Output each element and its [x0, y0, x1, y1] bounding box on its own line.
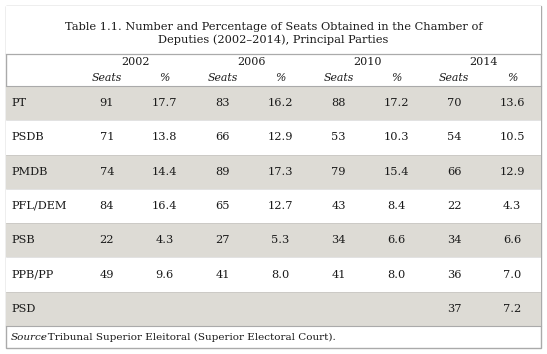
Text: %: %	[391, 73, 401, 83]
Text: 5.3: 5.3	[271, 235, 290, 245]
Text: PSD: PSD	[11, 304, 36, 314]
Text: 8.4: 8.4	[387, 201, 405, 211]
Text: 49: 49	[100, 270, 114, 280]
Text: 4.3: 4.3	[503, 201, 521, 211]
Text: 13.6: 13.6	[499, 98, 525, 108]
Text: 2002: 2002	[121, 57, 150, 67]
Text: 66: 66	[447, 167, 462, 177]
Text: %: %	[160, 73, 170, 83]
Text: 14.4: 14.4	[152, 167, 178, 177]
Text: 12.7: 12.7	[268, 201, 293, 211]
Text: 88: 88	[331, 98, 346, 108]
Text: 41: 41	[331, 270, 346, 280]
Text: PPB/PP: PPB/PP	[11, 270, 53, 280]
Text: 2006: 2006	[237, 57, 266, 67]
Text: 41: 41	[216, 270, 230, 280]
Text: %: %	[275, 73, 286, 83]
Text: 2010: 2010	[353, 57, 382, 67]
Text: %: %	[507, 73, 517, 83]
Text: 74: 74	[100, 167, 114, 177]
Text: 10.3: 10.3	[383, 132, 409, 142]
Text: 17.3: 17.3	[268, 167, 293, 177]
Text: 10.5: 10.5	[499, 132, 525, 142]
Text: PSDB: PSDB	[11, 132, 44, 142]
Bar	[6, 223, 541, 257]
Bar	[6, 292, 541, 326]
Text: PFL/DEM: PFL/DEM	[11, 201, 67, 211]
Text: 65: 65	[216, 201, 230, 211]
Text: 6.6: 6.6	[387, 235, 405, 245]
Text: 13.8: 13.8	[152, 132, 178, 142]
Text: 34: 34	[331, 235, 346, 245]
Text: 2014: 2014	[469, 57, 497, 67]
Text: Source: Source	[11, 332, 48, 342]
Bar	[6, 6, 541, 54]
Text: 22: 22	[447, 201, 462, 211]
Text: : Tribunal Superior Eleitoral (Superior Electoral Court).: : Tribunal Superior Eleitoral (Superior …	[41, 332, 336, 342]
Text: 36: 36	[447, 270, 462, 280]
Text: 54: 54	[447, 132, 462, 142]
Text: 34: 34	[447, 235, 462, 245]
Text: 12.9: 12.9	[499, 167, 525, 177]
Text: 12.9: 12.9	[268, 132, 293, 142]
Text: 91: 91	[100, 98, 114, 108]
Text: 53: 53	[331, 132, 346, 142]
Text: 66: 66	[216, 132, 230, 142]
Text: 27: 27	[216, 235, 230, 245]
Text: Seats: Seats	[92, 73, 122, 83]
Text: 6.6: 6.6	[503, 235, 521, 245]
Text: 7.2: 7.2	[503, 304, 521, 314]
Text: 17.7: 17.7	[152, 98, 178, 108]
Bar	[6, 257, 541, 292]
Bar	[6, 189, 541, 223]
Text: 83: 83	[216, 98, 230, 108]
Text: 16.4: 16.4	[152, 201, 178, 211]
Text: Seats: Seats	[439, 73, 469, 83]
Text: 89: 89	[216, 167, 230, 177]
Text: Seats: Seats	[323, 73, 353, 83]
Bar	[6, 120, 541, 155]
Text: 84: 84	[100, 201, 114, 211]
Text: 16.2: 16.2	[268, 98, 293, 108]
Text: Table 1.1. Number and Percentage of Seats Obtained in the Chamber of: Table 1.1. Number and Percentage of Seat…	[65, 22, 482, 32]
Bar	[6, 86, 541, 120]
Text: 17.2: 17.2	[383, 98, 409, 108]
Text: 8.0: 8.0	[387, 270, 405, 280]
Text: Deputies (2002–2014), Principal Parties: Deputies (2002–2014), Principal Parties	[158, 35, 389, 45]
Text: PT: PT	[11, 98, 26, 108]
Text: 43: 43	[331, 201, 346, 211]
Text: 8.0: 8.0	[271, 270, 290, 280]
Text: 4.3: 4.3	[156, 235, 174, 245]
Text: PMDB: PMDB	[11, 167, 48, 177]
Text: 15.4: 15.4	[383, 167, 409, 177]
Text: 22: 22	[100, 235, 114, 245]
Text: 7.0: 7.0	[503, 270, 521, 280]
Text: 9.6: 9.6	[156, 270, 174, 280]
Text: 71: 71	[100, 132, 114, 142]
Text: 70: 70	[447, 98, 462, 108]
Text: 79: 79	[331, 167, 346, 177]
Text: Seats: Seats	[207, 73, 238, 83]
Bar	[6, 155, 541, 189]
Text: PSB: PSB	[11, 235, 35, 245]
Text: 37: 37	[447, 304, 462, 314]
